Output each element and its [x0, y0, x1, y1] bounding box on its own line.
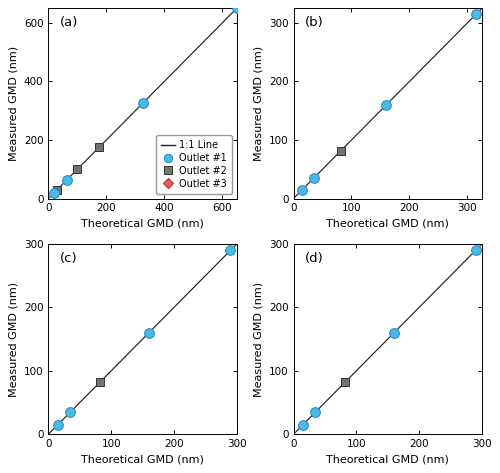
X-axis label: Theoretical GMD (nm): Theoretical GMD (nm): [81, 219, 204, 229]
Text: (a): (a): [60, 16, 78, 29]
Y-axis label: Measured GMD (nm): Measured GMD (nm): [8, 46, 18, 161]
Y-axis label: Measured GMD (nm): Measured GMD (nm): [8, 281, 18, 397]
Legend: 1:1 Line, Outlet #1, Outlet #2, Outlet #3: 1:1 Line, Outlet #1, Outlet #2, Outlet #…: [156, 135, 232, 193]
Text: (b): (b): [305, 16, 324, 29]
Text: (d): (d): [305, 252, 324, 265]
Text: (c): (c): [60, 252, 78, 265]
X-axis label: Theoretical GMD (nm): Theoretical GMD (nm): [326, 219, 449, 229]
Y-axis label: Measured GMD (nm): Measured GMD (nm): [254, 281, 264, 397]
X-axis label: Theoretical GMD (nm): Theoretical GMD (nm): [81, 455, 204, 464]
X-axis label: Theoretical GMD (nm): Theoretical GMD (nm): [326, 455, 449, 464]
Y-axis label: Measured GMD (nm): Measured GMD (nm): [254, 46, 264, 161]
